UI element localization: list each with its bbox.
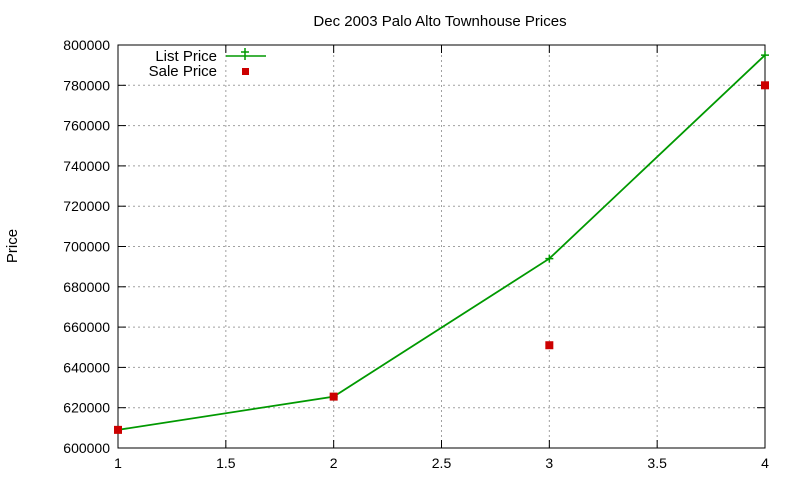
legend-label-list-price: List Price xyxy=(155,48,217,65)
y-axis-label: Price xyxy=(4,229,21,263)
point-list-price xyxy=(545,254,554,263)
y-tick-label: 740000 xyxy=(63,158,110,174)
y-tick-label: 720000 xyxy=(63,198,110,214)
y-tick-label: 620000 xyxy=(63,400,110,416)
point-sale-price xyxy=(114,425,122,434)
y-tick-label: 600000 xyxy=(63,440,110,456)
series-line-list-price xyxy=(117,54,766,431)
axis-ticks: 600000 620000 640000 660000 680000 700000 7200… xyxy=(63,37,769,471)
x-tick-label: 3 xyxy=(545,455,553,471)
plot-frame xyxy=(117,44,766,449)
grid xyxy=(118,45,765,448)
x-tick-label: 1.5 xyxy=(216,455,236,471)
y-tick-label: 640000 xyxy=(63,359,110,375)
point-sale-price xyxy=(761,81,769,90)
y-tick-label: 700000 xyxy=(63,239,110,255)
y-tick-label: 660000 xyxy=(63,319,110,335)
series-layer xyxy=(114,51,769,434)
legend-marker-list-price xyxy=(241,48,249,60)
y-tick-label: 680000 xyxy=(63,279,110,295)
y-tick-label: 760000 xyxy=(63,118,110,134)
x-tick-label: 3.5 xyxy=(647,455,667,471)
legend-marker-sale-price xyxy=(242,68,249,75)
x-tick-label: 1 xyxy=(114,455,122,471)
chart-title: Dec 2003 Palo Alto Townhouse Prices xyxy=(313,13,566,30)
point-list-price xyxy=(761,51,769,60)
x-tick-label: 4 xyxy=(761,455,769,471)
x-tick-label: 2 xyxy=(330,455,338,471)
legend: List Price Sale Price xyxy=(149,48,266,80)
y-tick-label: 800000 xyxy=(63,37,110,53)
point-sale-price xyxy=(329,392,338,401)
legend-label-sale-price: Sale Price xyxy=(149,63,217,80)
x-tick-label: 2.5 xyxy=(432,455,452,471)
y-tick-label: 780000 xyxy=(63,77,110,93)
point-sale-price xyxy=(545,341,554,350)
